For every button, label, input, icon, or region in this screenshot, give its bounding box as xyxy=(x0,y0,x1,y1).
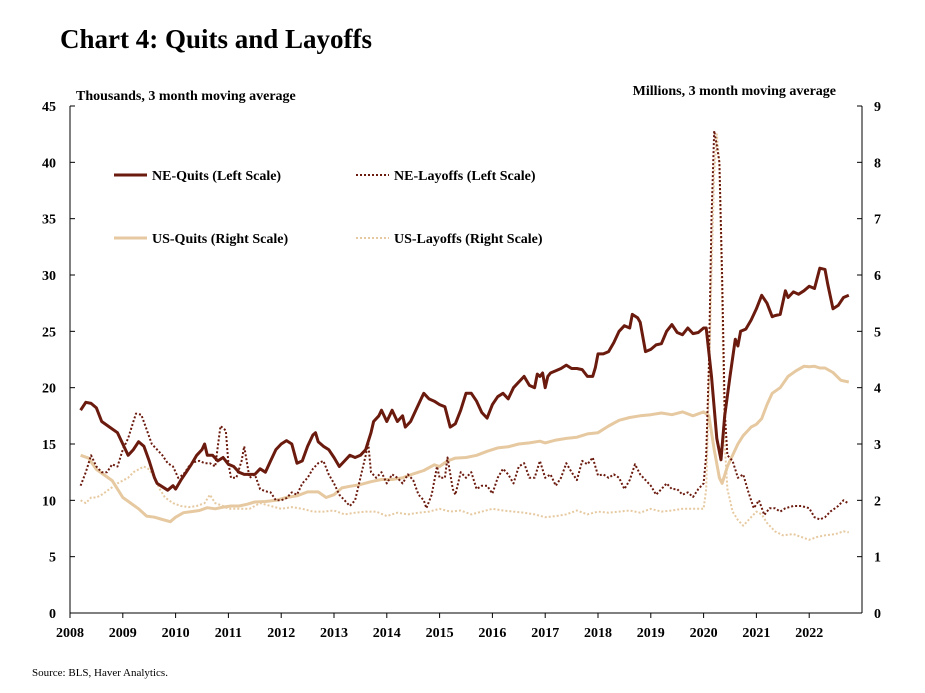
x-tick-label: 2008 xyxy=(56,626,84,641)
right-tick-label: 5 xyxy=(874,325,881,340)
left-tick-label: 25 xyxy=(42,325,56,340)
x-tick-label: 2020 xyxy=(690,626,718,641)
left-tick-label: 0 xyxy=(49,607,56,622)
right-tick-label: 6 xyxy=(874,269,881,284)
right-tick-label: 3 xyxy=(874,438,881,453)
right-tick-label: 7 xyxy=(874,213,881,228)
x-tick-label: 2018 xyxy=(584,626,612,641)
x-tick-label: 2016 xyxy=(478,626,506,641)
right-tick-label: 0 xyxy=(874,607,881,622)
series-line-us-quits-right-scale xyxy=(80,364,850,524)
left-axis-unit-label: Thousands, 3 month moving average xyxy=(76,89,296,104)
right-tick-label: 2 xyxy=(874,494,881,509)
left-tick-label: 45 xyxy=(42,100,56,115)
legend: NE-Quits (Left Scale) NE-Layoffs (Left Sc… xyxy=(114,169,543,247)
source-note: Source: BLS, Haver Analytics. xyxy=(32,667,168,679)
x-tick-label: 2013 xyxy=(320,626,348,641)
legend-label: US-Layoffs (Right Scale) xyxy=(394,232,543,247)
x-tick-label: 2022 xyxy=(795,626,823,641)
left-tick-label: 35 xyxy=(42,213,56,228)
right-tick-label: 9 xyxy=(874,100,881,115)
left-tick-label: 15 xyxy=(42,438,56,453)
x-tick-label: 2010 xyxy=(162,626,190,641)
left-tick-label: 40 xyxy=(42,156,56,171)
x-tick-label: 2021 xyxy=(742,626,770,641)
series-line-ne-layoffs-left-scale xyxy=(79,129,850,521)
right-tick-label: 1 xyxy=(874,551,881,566)
right-axis-unit-label: Millions, 3 month moving average xyxy=(633,84,836,99)
left-tick-label: 10 xyxy=(42,494,56,509)
x-tick-label: 2015 xyxy=(426,626,454,641)
x-tick-label: 2012 xyxy=(267,626,295,641)
legend-label: US-Quits (Right Scale) xyxy=(152,232,288,247)
left-tick-label: 20 xyxy=(42,382,56,397)
x-tick-label: 2011 xyxy=(215,626,242,641)
left-tick-label: 30 xyxy=(42,269,56,284)
series-line-us-layoffs-right-scale xyxy=(80,133,850,541)
x-tick-label: 2017 xyxy=(531,626,559,641)
series-line-ne-quits-left-scale xyxy=(79,266,850,492)
legend-label: NE-Quits (Left Scale) xyxy=(152,169,281,184)
right-tick-label: 4 xyxy=(874,382,881,397)
series-layer xyxy=(79,129,850,541)
left-tick-label: 5 xyxy=(49,551,56,566)
x-tick-label: 2019 xyxy=(637,626,665,641)
right-tick-label: 8 xyxy=(874,156,881,171)
x-tick-label: 2009 xyxy=(109,626,137,641)
x-tick-label: 2014 xyxy=(373,626,401,641)
chart-title: Chart 4: Quits and Layoffs xyxy=(60,24,372,54)
legend-label: NE-Layoffs (Left Scale) xyxy=(394,169,536,184)
